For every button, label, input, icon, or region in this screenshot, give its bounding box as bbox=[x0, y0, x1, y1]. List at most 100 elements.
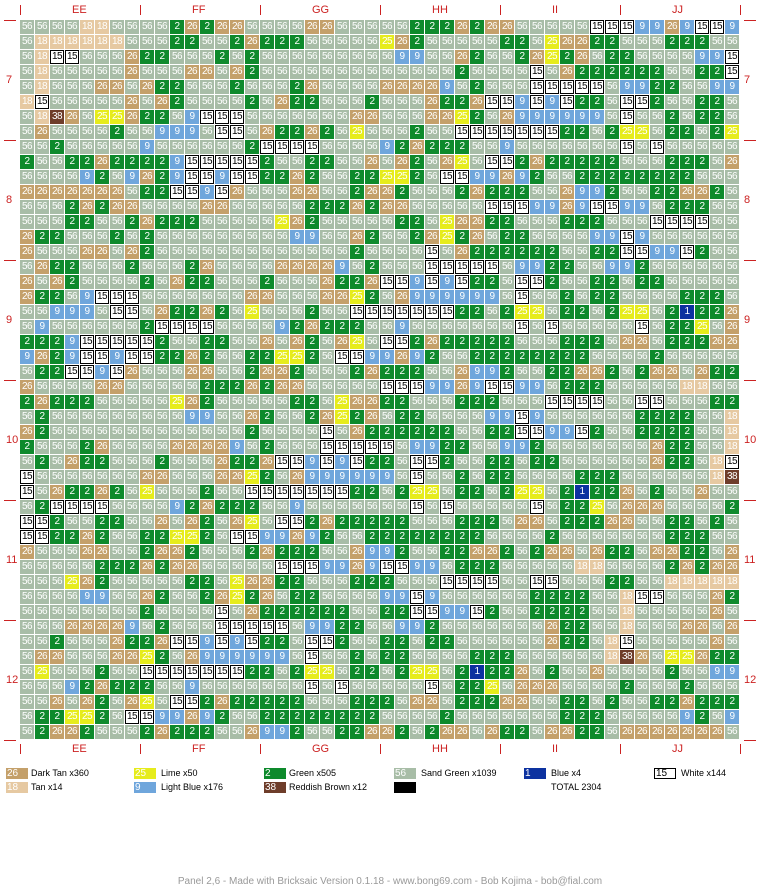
mosaic-cell: 2 bbox=[410, 230, 424, 244]
mosaic-cell: 2 bbox=[725, 500, 739, 514]
mosaic-cell: 26 bbox=[395, 35, 409, 49]
mosaic-cell: 15 bbox=[440, 500, 454, 514]
mosaic-cell: 9 bbox=[215, 650, 229, 664]
mosaic-cell: 26 bbox=[485, 20, 499, 34]
mosaic-cell: 9 bbox=[605, 260, 619, 274]
mosaic-cell: 56 bbox=[125, 440, 139, 454]
mosaic-cell: 15 bbox=[440, 170, 454, 184]
mosaic-cell: 56 bbox=[65, 290, 79, 304]
mosaic-cell: 56 bbox=[665, 230, 679, 244]
mosaic-cell: 26 bbox=[155, 725, 169, 739]
mosaic-cell: 2 bbox=[350, 245, 364, 259]
mosaic-cell: 56 bbox=[680, 230, 694, 244]
mosaic-cell: 56 bbox=[695, 395, 709, 409]
mosaic-cell: 15 bbox=[485, 125, 499, 139]
mosaic-cell: 15 bbox=[320, 485, 334, 499]
mosaic-cell: 56 bbox=[725, 140, 739, 154]
mosaic-cell: 2 bbox=[410, 125, 424, 139]
mosaic-cell: 2 bbox=[140, 725, 154, 739]
mosaic-cell: 56 bbox=[605, 590, 619, 604]
mosaic-cell: 56 bbox=[215, 410, 229, 424]
mosaic-cell: 56 bbox=[65, 80, 79, 94]
mosaic-cell: 56 bbox=[65, 635, 79, 649]
mosaic-cell: 2 bbox=[335, 605, 349, 619]
mosaic-cell: 2 bbox=[560, 710, 574, 724]
mosaic-cell: 15 bbox=[530, 125, 544, 139]
mosaic-cell: 56 bbox=[20, 65, 34, 79]
mosaic-cell: 15 bbox=[230, 665, 244, 679]
mosaic-cell: 56 bbox=[350, 155, 364, 169]
mosaic-cell: 2 bbox=[110, 680, 124, 694]
mosaic-cell: 15 bbox=[80, 350, 94, 364]
mosaic-cell: 56 bbox=[65, 65, 79, 79]
mosaic-cell: 2 bbox=[485, 350, 499, 364]
mosaic-cell: 2 bbox=[350, 185, 364, 199]
mosaic-cell: 25 bbox=[620, 305, 634, 319]
mosaic-cell: 9 bbox=[440, 380, 454, 394]
mosaic-cell: 56 bbox=[725, 605, 739, 619]
mosaic-cell: 26 bbox=[410, 695, 424, 709]
mosaic-cell: 26 bbox=[200, 65, 214, 79]
mosaic-cell: 56 bbox=[110, 470, 124, 484]
mosaic-cell: 2 bbox=[305, 155, 319, 169]
mosaic-cell: 9 bbox=[470, 380, 484, 394]
mosaic-cell: 56 bbox=[395, 710, 409, 724]
mosaic-cell: 26 bbox=[245, 605, 259, 619]
column-label-hh: HH bbox=[432, 4, 448, 16]
mosaic-cell: 56 bbox=[275, 230, 289, 244]
mosaic-cell: 56 bbox=[605, 110, 619, 124]
mosaic-cell: 56 bbox=[455, 410, 469, 424]
mosaic-cell: 15 bbox=[185, 185, 199, 199]
mosaic-cell: 18 bbox=[665, 575, 679, 589]
mosaic-cell: 56 bbox=[605, 500, 619, 514]
mosaic-cell: 2 bbox=[680, 425, 694, 439]
mosaic-cell: 56 bbox=[50, 410, 64, 424]
mosaic-cell: 2 bbox=[185, 260, 199, 274]
mosaic-cell: 25 bbox=[395, 170, 409, 184]
mosaic-cell: 2 bbox=[695, 155, 709, 169]
mosaic-cell: 56 bbox=[530, 650, 544, 664]
mosaic-cell: 56 bbox=[410, 65, 424, 79]
mosaic-cell: 15 bbox=[80, 365, 94, 379]
mosaic-cell: 56 bbox=[20, 650, 34, 664]
mosaic-cell: 56 bbox=[515, 140, 529, 154]
mosaic-cell: 56 bbox=[530, 185, 544, 199]
mosaic-cell: 56 bbox=[155, 500, 169, 514]
mosaic-cell: 2 bbox=[590, 215, 604, 229]
mosaic-cell: 15 bbox=[635, 590, 649, 604]
mosaic-cell: 56 bbox=[155, 410, 169, 424]
mosaic-cell: 56 bbox=[50, 575, 64, 589]
mosaic-cell: 18 bbox=[20, 95, 34, 109]
mosaic-cell: 2 bbox=[425, 350, 439, 364]
mosaic-cell: 56 bbox=[620, 215, 634, 229]
mosaic-cell: 9 bbox=[650, 20, 664, 34]
mosaic-cell: 9 bbox=[380, 140, 394, 154]
mosaic-cell: 56 bbox=[710, 710, 724, 724]
mosaic-cell: 56 bbox=[245, 185, 259, 199]
mosaic-cell: 56 bbox=[35, 380, 49, 394]
mosaic-cell: 2 bbox=[305, 395, 319, 409]
mosaic-cell: 56 bbox=[170, 605, 184, 619]
column-label-ff: FF bbox=[192, 4, 206, 16]
mosaic-cell: 25 bbox=[545, 50, 559, 64]
mosaic-cell: 2 bbox=[620, 50, 634, 64]
mosaic-cell: 56 bbox=[350, 590, 364, 604]
mosaic-cell: 56 bbox=[290, 50, 304, 64]
mosaic-cell: 56 bbox=[425, 50, 439, 64]
mosaic-cell: 26 bbox=[725, 155, 739, 169]
mosaic-cell: 56 bbox=[320, 500, 334, 514]
mosaic-cell: 15 bbox=[170, 185, 184, 199]
mosaic-cell: 56 bbox=[680, 350, 694, 364]
mosaic-cell: 56 bbox=[545, 650, 559, 664]
mosaic-cell: 2 bbox=[575, 590, 589, 604]
mosaic-cell: 15 bbox=[485, 200, 499, 214]
mosaic-cell: 2 bbox=[620, 170, 634, 184]
mosaic-cell: 15 bbox=[410, 380, 424, 394]
mosaic-cell: 2 bbox=[335, 620, 349, 634]
mosaic-cell: 2 bbox=[545, 665, 559, 679]
mosaic-cell: 56 bbox=[545, 500, 559, 514]
mosaic-cell: 2 bbox=[65, 215, 79, 229]
mosaic-cell: 56 bbox=[635, 545, 649, 559]
mosaic-cell: 56 bbox=[665, 380, 679, 394]
mosaic-cell: 2 bbox=[590, 35, 604, 49]
